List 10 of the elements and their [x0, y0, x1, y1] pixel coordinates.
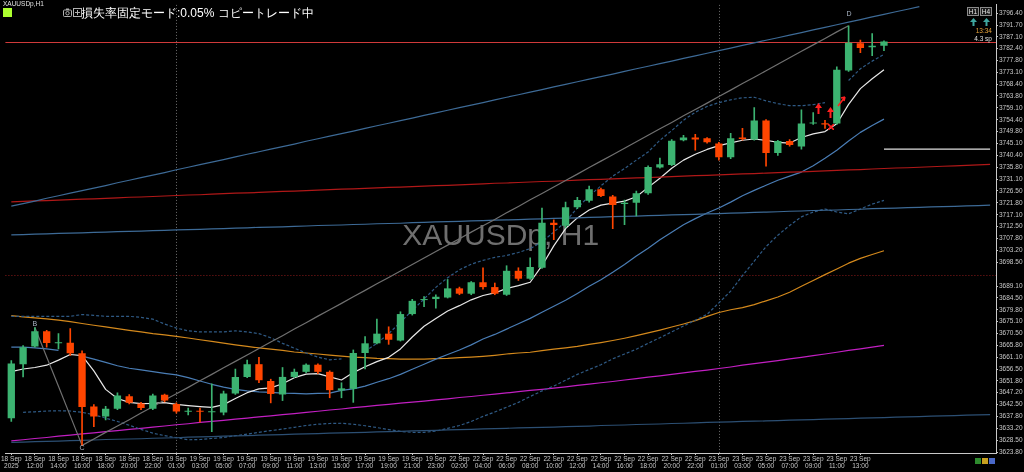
candlestick	[609, 194, 617, 229]
annotation: 損失率固定モード:0.05% コピートレード中	[81, 6, 314, 21]
candlestick	[196, 407, 204, 423]
candlestick	[809, 112, 817, 125]
candlestick	[208, 383, 216, 432]
candlestick	[479, 267, 487, 290]
line-series	[22, 199, 885, 441]
candlestick	[691, 134, 699, 151]
candlestick	[420, 296, 428, 308]
candlestick	[184, 407, 192, 416]
